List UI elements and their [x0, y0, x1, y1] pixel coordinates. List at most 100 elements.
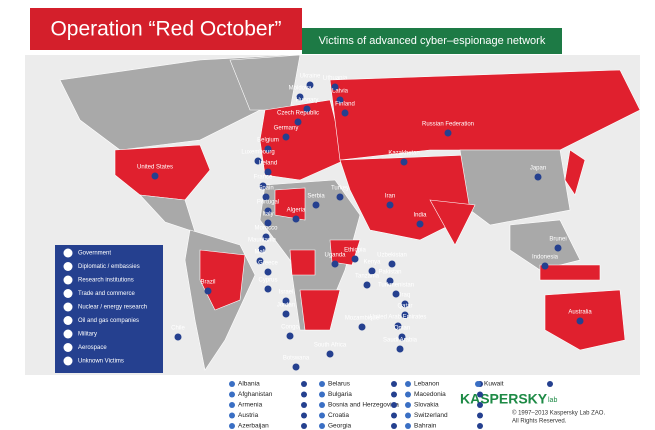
list-country: Kuwait	[484, 381, 504, 388]
victim-icon	[282, 310, 290, 318]
victim-icon	[306, 81, 314, 89]
victim-icon	[254, 157, 262, 165]
victim-icon	[401, 311, 409, 319]
legend-label: Military	[78, 332, 97, 338]
list-bullet	[319, 381, 325, 387]
country-label: Ethiopia	[344, 248, 366, 254]
country-label: Belgium	[257, 138, 279, 144]
victim-icon	[312, 201, 320, 209]
victim-icon	[292, 215, 300, 223]
country-label: Botswana	[283, 356, 310, 362]
list-icon	[391, 412, 397, 419]
legend-label: Aerospace	[78, 345, 107, 351]
country-label: Italy	[262, 212, 273, 218]
list-country: Austria	[238, 412, 259, 419]
country-label: Uganda	[324, 253, 346, 259]
victim-icon	[331, 83, 339, 91]
list-bullet	[405, 381, 411, 387]
country-label: Japan	[530, 166, 546, 172]
country-label: Oman	[394, 326, 410, 332]
country-label: Iraq	[400, 293, 410, 299]
list-icon	[301, 412, 307, 419]
victim-icon	[396, 345, 404, 353]
list-country: Slovakia	[414, 402, 439, 409]
list-icon	[301, 402, 307, 408]
country-label: Israel	[279, 290, 294, 296]
country-label: Tanzania	[355, 274, 380, 280]
list-country: Lebanon	[414, 381, 440, 388]
victim-icon	[204, 287, 212, 295]
country-label: United States	[137, 165, 173, 171]
victim-icon	[363, 281, 371, 289]
country-label: Congo	[281, 325, 299, 331]
country-label: Mauritania	[248, 238, 277, 244]
country-label: United Arab Emirates	[370, 315, 427, 321]
legend-icon	[63, 329, 73, 339]
country-label: Czech Republic	[277, 111, 319, 117]
list-icon	[477, 402, 483, 408]
legend-label: Oil and gas companies	[78, 318, 139, 324]
list-bullet	[405, 391, 411, 398]
country-label: Serbia	[307, 194, 325, 200]
victim-icon	[264, 207, 272, 215]
country-label: Mozambique	[345, 316, 380, 322]
country-label: Ukraine	[300, 74, 321, 80]
victim-icon	[294, 118, 302, 126]
list-icon	[301, 391, 307, 398]
victim-icon	[286, 332, 294, 340]
country-label: India	[413, 213, 427, 219]
legend-icon	[63, 275, 73, 285]
country-label: Qatar	[397, 304, 412, 310]
victim-icon	[326, 350, 334, 358]
country-label: Greece	[258, 261, 278, 267]
country-label: Saudi Arabia	[383, 338, 418, 344]
country-label: Luxembourg	[241, 150, 274, 156]
map	[59, 54, 641, 371]
legend-icon	[63, 343, 73, 352]
country-label: Algeria	[287, 208, 306, 214]
country-label: Jordan	[277, 303, 295, 309]
list-country: Bosnia and Herzegovina	[328, 402, 399, 409]
victim-icon	[174, 333, 182, 341]
legend-icon	[63, 302, 73, 312]
country-label: Moldova	[289, 86, 312, 92]
country-label: Ireland	[259, 161, 277, 167]
legend-icon	[63, 316, 73, 325]
victim-icon	[264, 268, 272, 276]
subtitle-banner	[302, 28, 562, 54]
list-country: Georgia	[328, 423, 352, 430]
list-bullet	[229, 391, 235, 398]
copyright: All Rights Reserved.	[512, 419, 567, 425]
title: Operation “Red October”	[50, 18, 281, 41]
country-label: Cyprus	[258, 278, 277, 284]
list-icon	[301, 381, 307, 387]
country-label: Portugal	[257, 200, 279, 206]
victim-icon	[336, 193, 344, 201]
country-label: Lithuania	[323, 76, 348, 82]
title-banner	[30, 8, 302, 50]
victim-icon	[282, 297, 290, 305]
list-bullet	[229, 402, 235, 408]
victim-icon	[401, 300, 409, 308]
victim-icon	[416, 220, 424, 228]
country-label: Turkmenistan	[378, 283, 414, 289]
list-icon	[391, 391, 397, 398]
list-country: Belarus	[328, 381, 351, 388]
list-icon	[477, 412, 483, 419]
list-icon	[477, 423, 483, 429]
country-label: Hungary	[296, 98, 319, 104]
victim-icon	[386, 277, 394, 285]
country-label: Pakistan	[378, 270, 401, 276]
victim-icon	[394, 322, 402, 330]
victim-icon	[392, 290, 400, 298]
list-bullet	[319, 391, 325, 398]
victim-icon	[331, 260, 339, 268]
victim-icon	[358, 323, 366, 331]
country-label: Uzbekistan	[377, 253, 407, 259]
legend-label: Research institutions	[78, 278, 134, 284]
victim-icon	[292, 363, 300, 371]
victim-icon	[388, 260, 396, 268]
victim-icon	[259, 182, 267, 190]
victim-icon	[303, 105, 311, 113]
